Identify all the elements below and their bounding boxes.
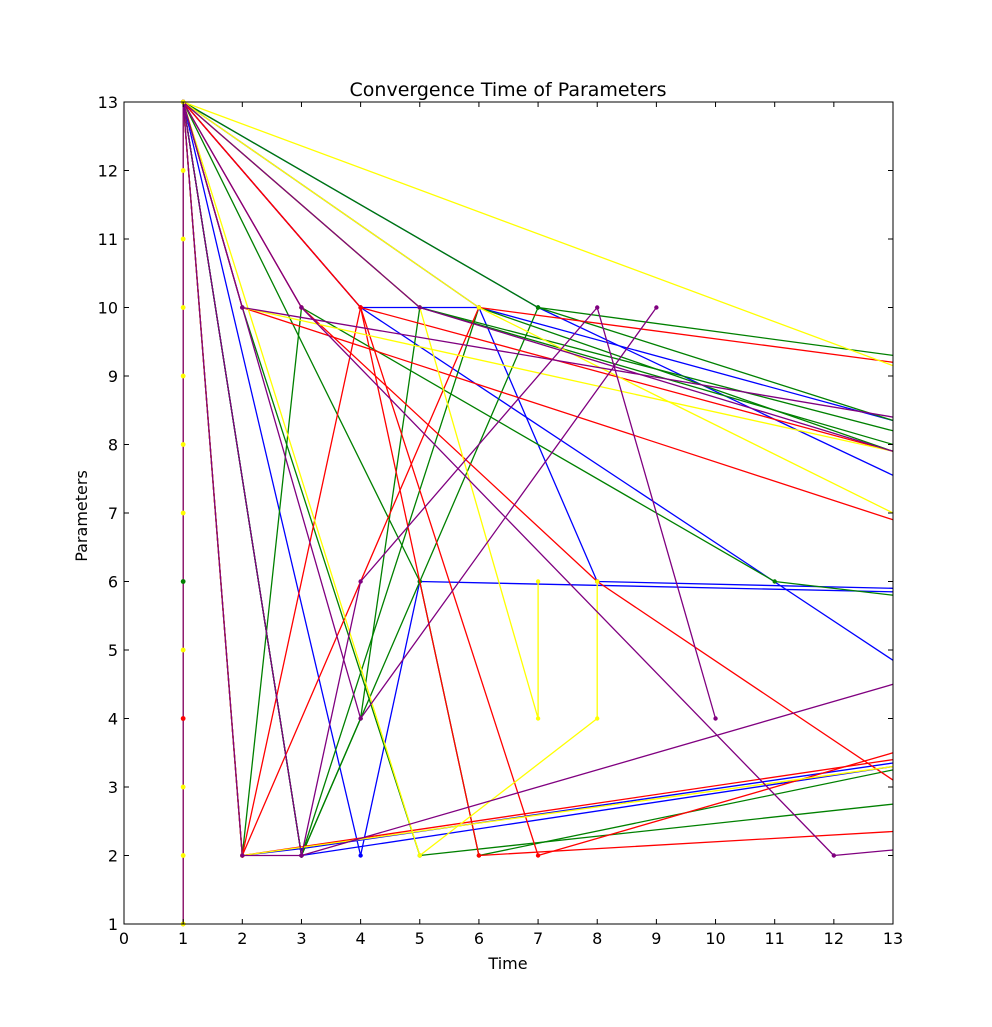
y-tick-label: 3 [108, 778, 118, 797]
data-point-marker [180, 716, 186, 721]
x-tick-label: 6 [474, 929, 484, 948]
series-line-35 [182, 101, 894, 857]
series-32-point [654, 305, 659, 310]
series-line-5 [182, 101, 894, 857]
plot-area [124, 99, 894, 927]
y-tick-label: 13 [98, 93, 118, 112]
series-36-point [240, 853, 245, 858]
series-line-36 [182, 101, 894, 857]
series-line-21 [182, 101, 894, 857]
series-29-point [417, 853, 422, 858]
data-point-marker [180, 647, 186, 653]
chart-title: Convergence Time of Parameters [350, 79, 667, 101]
y-tick-label: 6 [108, 573, 118, 592]
data-point-marker [180, 168, 186, 173]
series-37-point [417, 305, 422, 310]
series-36-point [299, 853, 304, 858]
series-33-point [358, 579, 363, 584]
series-26-point [535, 716, 541, 721]
series-21-point [476, 853, 482, 858]
series-35-point [299, 305, 304, 310]
series-26-point [535, 579, 541, 584]
series-line-25 [182, 101, 894, 367]
y-axis-label: Parameters [72, 470, 91, 562]
x-axis-label: Time [487, 954, 527, 973]
x-tick-label: 3 [296, 929, 306, 948]
x-tick-label: 9 [651, 929, 661, 948]
x-tick-label: 4 [356, 929, 366, 948]
y-tick-label: 1 [108, 915, 118, 934]
series-21-point [358, 305, 363, 310]
data-point-marker [180, 236, 186, 242]
y-tick-label: 12 [98, 162, 118, 181]
x-tick-label: 12 [824, 929, 844, 948]
y-tick-label: 7 [108, 504, 118, 523]
x-axis-ticks: 0 1 2 3 4 5 6 7 8 9 10 11 12 13 [119, 102, 903, 948]
x-tick-label: 8 [592, 929, 602, 948]
series-29-point [595, 716, 600, 721]
y-tick-label: 11 [98, 230, 118, 249]
x-tick-label: 2 [237, 929, 247, 948]
data-point-marker [180, 373, 186, 379]
data-point-marker [180, 305, 186, 310]
y-tick-label: 2 [108, 847, 118, 866]
marker-layer [180, 99, 186, 927]
y-tick-label: 8 [108, 436, 118, 455]
series-35-point [831, 853, 837, 858]
x-tick-label: 10 [705, 929, 725, 948]
y-tick-label: 9 [108, 367, 118, 386]
x-tick-label: 0 [119, 929, 129, 948]
x-tick-label: 5 [415, 929, 425, 948]
x-tick-label: 7 [533, 929, 543, 948]
x-tick-label: 1 [178, 929, 188, 948]
series-29-point [595, 579, 600, 584]
y-tick-label: 4 [108, 710, 118, 729]
series-18-point [535, 853, 541, 858]
data-point-marker [180, 784, 186, 790]
data-point-marker [180, 510, 186, 516]
x-tick-label: 11 [765, 929, 785, 948]
data-point-marker [180, 853, 186, 858]
series-line-29 [182, 101, 598, 857]
y-tick-label: 10 [98, 299, 118, 318]
data-point-marker [180, 579, 186, 584]
series-11-point [772, 579, 777, 584]
series-33-point [595, 305, 600, 310]
data-point-marker [180, 442, 186, 447]
series-32-point [358, 716, 363, 721]
x-tick-label: 13 [883, 929, 903, 948]
series-34-point [240, 305, 245, 310]
series-13-point [535, 305, 541, 310]
series-5-point [358, 853, 363, 858]
y-tick-label: 5 [108, 641, 118, 660]
series-33-point [713, 716, 718, 721]
series-27-point [476, 305, 482, 310]
